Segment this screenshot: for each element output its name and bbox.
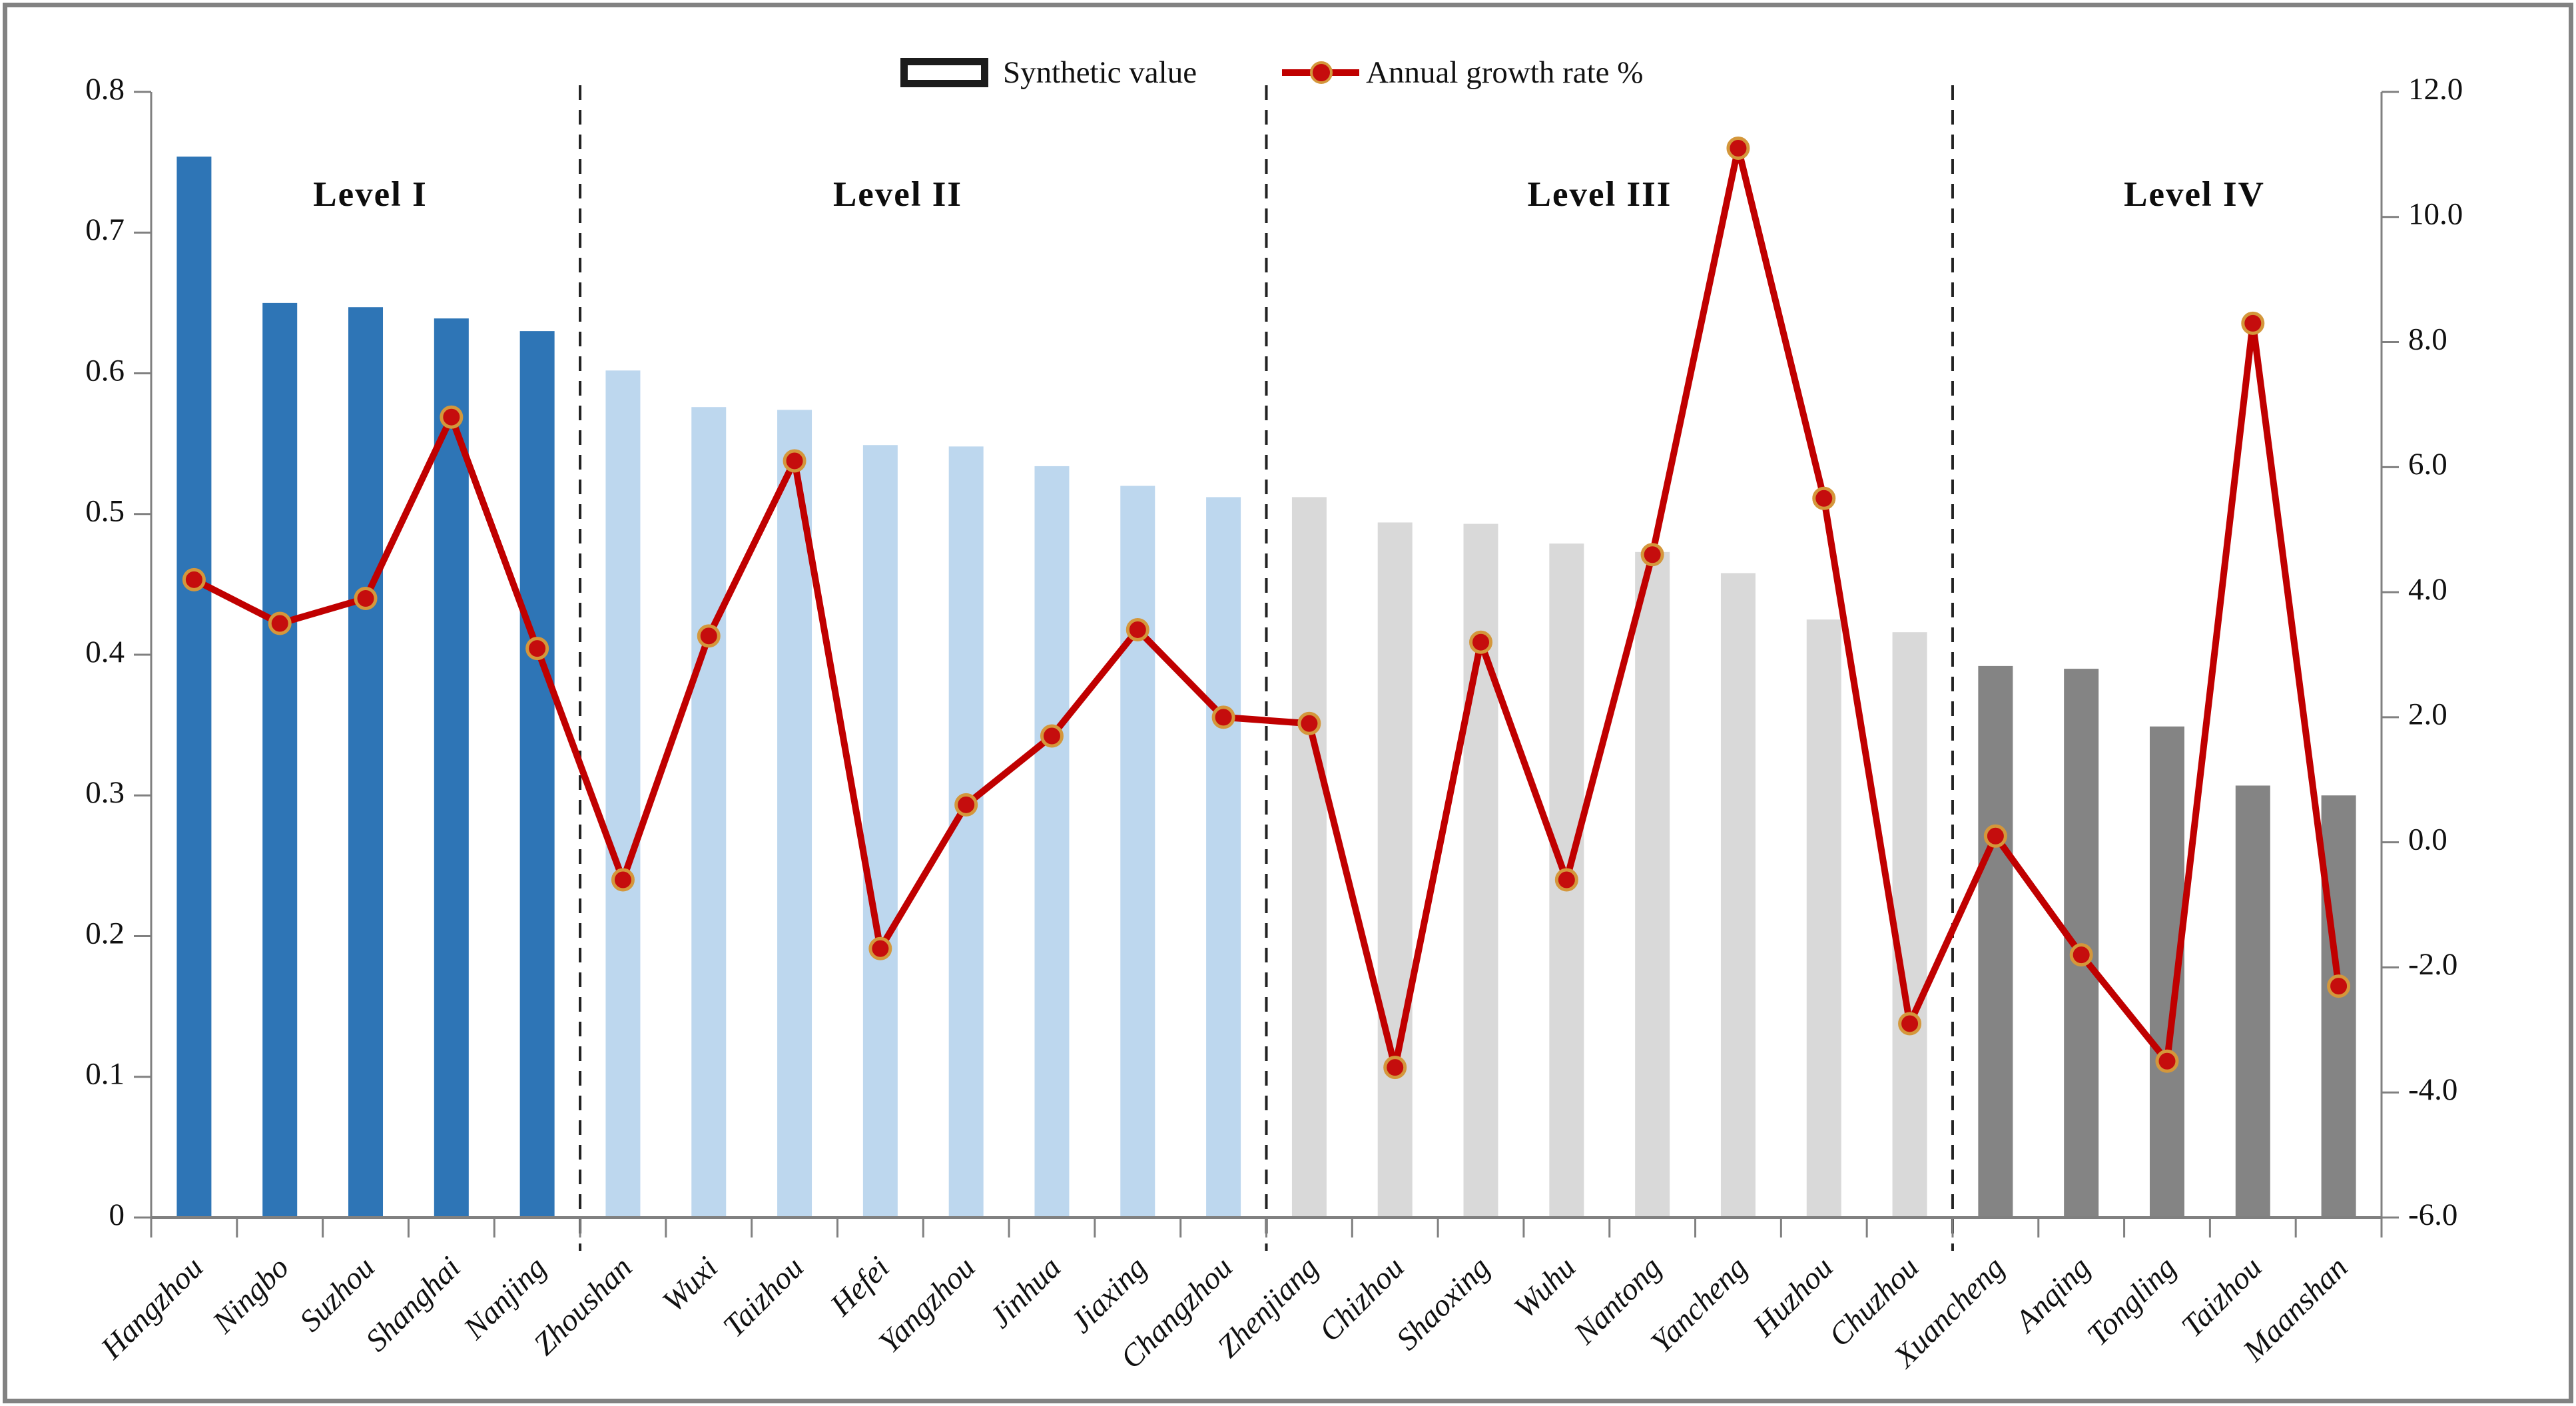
growth-marker-anqing xyxy=(2069,943,2093,967)
growth-marker-yancheng xyxy=(1726,137,1750,160)
right-axis-label-12.0: 12.0 xyxy=(2408,72,2463,107)
right-axis-label-2.0: 2.0 xyxy=(2408,697,2447,732)
growth-marker-ningbo xyxy=(268,611,292,635)
bar-changzhou xyxy=(1206,497,1241,1218)
x-label-shaoxing: Shaoxing xyxy=(1390,1250,1496,1357)
bar-nanjing xyxy=(519,331,555,1218)
right-axis-label--2.0: -2.0 xyxy=(2408,947,2457,982)
growth-marker-changzhou xyxy=(1211,705,1235,729)
left-axis-label-0: 0 xyxy=(109,1198,125,1232)
bar-zhenjiang xyxy=(1291,497,1327,1218)
x-label-yancheng: Yancheng xyxy=(1644,1250,1754,1360)
growth-marker-wuxi xyxy=(697,624,721,648)
growth-marker-hangzhou xyxy=(182,567,206,591)
growth-marker-taizhou-2 xyxy=(2241,311,2265,335)
right-axis-label--6.0: -6.0 xyxy=(2408,1198,2457,1232)
bar-yangzhou xyxy=(948,446,984,1218)
left-axis-label-0.4: 0.4 xyxy=(85,635,125,669)
x-label-ningbo: Ningbo xyxy=(206,1250,296,1340)
x-label-jinhua: Jinhua xyxy=(983,1250,1068,1335)
level-label-1: Level I xyxy=(313,175,428,214)
bar-nantong xyxy=(1635,551,1670,1218)
right-axis-label-10.0: 10.0 xyxy=(2408,197,2463,232)
growth-marker-shanghai xyxy=(440,405,464,429)
right-axis-label-8.0: 8.0 xyxy=(2408,322,2447,356)
left-axis-label-0.6: 0.6 xyxy=(85,353,125,388)
left-axis-label-0.7: 0.7 xyxy=(85,212,125,247)
left-axis-label-0.1: 0.1 xyxy=(85,1057,125,1092)
growth-marker-maanshan xyxy=(2327,974,2351,998)
bar-shanghai xyxy=(434,318,469,1218)
bar-jiaxing xyxy=(1120,486,1155,1218)
bar-maanshan xyxy=(2321,795,2356,1218)
bar-jinhua xyxy=(1034,466,1070,1218)
x-label-shanghai: Shanghai xyxy=(359,1250,467,1358)
growth-marker-shaoxing xyxy=(1469,630,1493,654)
bar-hefei xyxy=(862,445,898,1218)
growth-marker-suzhou xyxy=(354,587,378,610)
right-axis-label-6.0: 6.0 xyxy=(2408,447,2447,482)
growth-marker-zhoushan xyxy=(611,868,635,892)
right-axis-label-4.0: 4.0 xyxy=(2408,572,2447,607)
growth-marker-taizhou xyxy=(783,449,806,473)
growth-marker-wuhu xyxy=(1554,868,1578,892)
level-label-2: Level II xyxy=(832,175,963,214)
bar-zhoushan xyxy=(605,370,641,1218)
growth-marker-chizhou xyxy=(1383,1056,1407,1080)
legend-bar-label: Synthetic value xyxy=(1003,55,1197,90)
x-label-wuhu: Wuhu xyxy=(1508,1250,1582,1325)
bar-yancheng xyxy=(1720,573,1756,1218)
growth-rate-line xyxy=(190,145,2342,1071)
bar-shaoxing xyxy=(1463,524,1498,1218)
growth-marker-jinhua xyxy=(1040,724,1064,748)
legend-bar-swatch-icon xyxy=(900,58,988,87)
bar-taizhou-2 xyxy=(2235,785,2270,1218)
growth-marker-xuancheng xyxy=(1983,824,2007,848)
growth-marker-jiaxing xyxy=(1126,617,1149,641)
bar-huzhou xyxy=(1806,619,1841,1218)
left-axis-label-0.5: 0.5 xyxy=(85,494,125,529)
x-label-tongling: Tongling xyxy=(2081,1250,2183,1353)
right-axis-label--4.0: -4.0 xyxy=(2408,1072,2457,1107)
legend-line-swatch-icon xyxy=(1282,61,1360,84)
left-axis-label-0.2: 0.2 xyxy=(85,916,125,950)
bar-wuxi xyxy=(691,407,727,1218)
legend-line-label: Annual growth rate % xyxy=(1366,55,1644,90)
left-axis-label-0.3: 0.3 xyxy=(85,775,125,810)
bar-ningbo xyxy=(262,302,298,1218)
bar-suzhou xyxy=(348,307,384,1218)
x-label-hangzhou: Hangzhou xyxy=(94,1250,210,1366)
legend-line-marker-icon xyxy=(1310,61,1333,84)
bar-chuzhou xyxy=(1892,632,1927,1218)
level-label-4: Level IV xyxy=(2124,175,2265,214)
growth-marker-chuzhou xyxy=(1898,1012,1922,1036)
growth-marker-hefei xyxy=(868,936,892,960)
x-label-taizhou: Taizhou xyxy=(717,1250,810,1344)
left-axis-label-0.8: 0.8 xyxy=(85,72,125,107)
growth-marker-yangzhou xyxy=(954,793,978,817)
growth-marker-nantong xyxy=(1640,543,1664,567)
level-label-3: Level III xyxy=(1527,175,1672,214)
bar-xuancheng xyxy=(1978,665,2013,1218)
x-label-yangzhou: Yangzhou xyxy=(872,1250,982,1360)
bar-chizhou xyxy=(1377,522,1413,1218)
legend: Synthetic value Annual growth rate % xyxy=(900,55,1643,91)
growth-marker-zhenjiang xyxy=(1297,711,1321,735)
bar-hangzhou xyxy=(176,157,212,1218)
x-label-hefei: Hefei xyxy=(823,1250,896,1323)
x-label-wuxi: Wuxi xyxy=(656,1250,725,1319)
growth-marker-tongling xyxy=(2155,1049,2179,1073)
right-axis-label-0.0: 0.0 xyxy=(2408,822,2447,857)
growth-marker-huzhou xyxy=(1812,486,1836,510)
growth-marker-nanjing xyxy=(525,637,549,661)
